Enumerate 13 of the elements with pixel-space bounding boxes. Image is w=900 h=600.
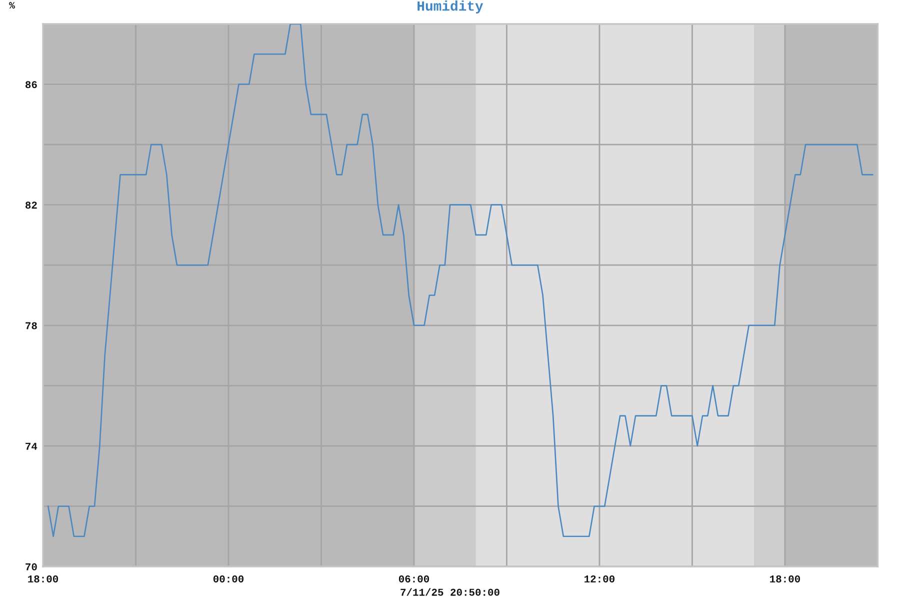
y-tick-label: 86 (25, 81, 37, 88)
x-tick-label: 06:00 (398, 575, 430, 582)
x-tick-label: 12:00 (584, 575, 614, 582)
x-axis-title: 7/11/25 20:50:00 (400, 588, 500, 596)
y-tick-label: 74 (26, 442, 38, 450)
x-tick-label: 18:00 (770, 575, 800, 582)
chart-title: Humidity (418, 0, 484, 14)
y-tick-label: 78 (26, 322, 37, 330)
y-tick-label: 70 (26, 563, 37, 570)
x-tick-label: 00:00 (213, 575, 244, 582)
y-axis-title: % (9, 2, 15, 9)
x-tick-label: 18:00 (28, 575, 58, 582)
y-tick-label: 82 (25, 202, 37, 209)
